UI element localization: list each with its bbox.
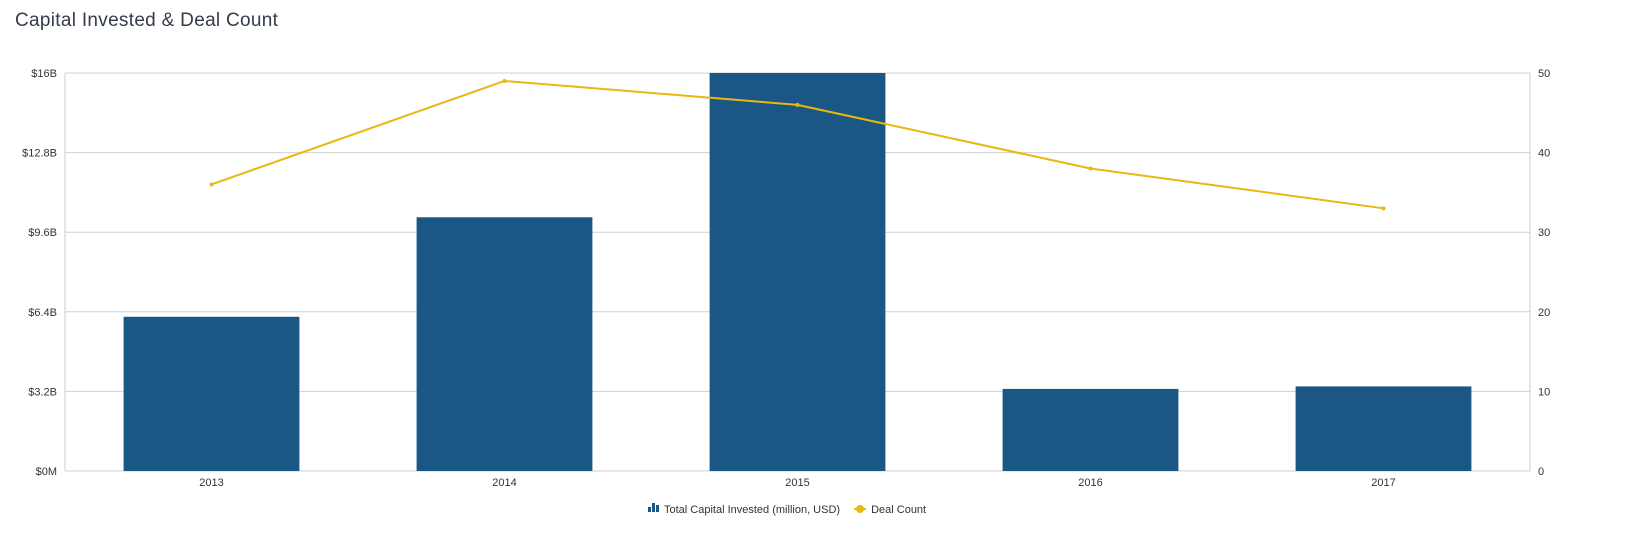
bar-2014[interactable]: [416, 217, 593, 471]
legend-item-capital[interactable]: Total Capital Invested (million, USD): [648, 503, 840, 516]
bar-chart-icon: [648, 503, 659, 512]
line-series: [209, 78, 1386, 211]
y-right-tick-label: 10: [1538, 386, 1550, 398]
y-right-tick-label: 50: [1538, 68, 1550, 80]
axes: $0M $3.2B $6.4B $9.6B $12.8B $16B 0 10 20 30 40 50 2…: [22, 68, 1550, 489]
y-right-tick-label: 40: [1538, 148, 1550, 160]
deal-count-point-2016[interactable]: [1088, 166, 1093, 171]
y-left-tick-label: $16B: [31, 68, 57, 80]
deal-count-point-2014[interactable]: [502, 78, 507, 83]
x-tick-label: 2013: [199, 477, 223, 489]
y-right-tick-label: 20: [1538, 307, 1550, 319]
y-left-tick-label: $9.6B: [28, 227, 57, 239]
bar-2017[interactable]: [1295, 386, 1472, 471]
legend[interactable]: Total Capital Invested (million, USD) Dea…: [648, 503, 926, 516]
bar-2015[interactable]: [709, 73, 886, 471]
y-left-tick-label: $3.2B: [28, 386, 57, 398]
x-tick-label: 2017: [1371, 477, 1395, 489]
line-marker-icon-dot: [856, 505, 865, 513]
bar-2013[interactable]: [123, 316, 300, 471]
deal-count-point-2013[interactable]: [209, 182, 214, 187]
y-left-tick-label: $12.8B: [22, 148, 57, 160]
bar-chart-icon-part: [652, 503, 655, 512]
legend-label-deal-count: Deal Count: [871, 504, 926, 516]
bar-chart-icon-part: [648, 507, 651, 512]
y-right-tick-label: 30: [1538, 227, 1550, 239]
x-tick-label: 2016: [1078, 477, 1102, 489]
x-tick-label: 2014: [492, 477, 516, 489]
x-tick-label: 2015: [785, 477, 809, 489]
legend-item-deal-count[interactable]: Deal Count: [854, 504, 926, 516]
deal-count-point-2015[interactable]: [795, 102, 800, 107]
chart-title: Capital Invested & Deal Count: [15, 10, 279, 31]
y-right-tick-label: 0: [1538, 466, 1544, 478]
line-marker-icon: [854, 505, 867, 513]
bar-series: [123, 73, 1472, 471]
bar-2016[interactable]: [1002, 388, 1179, 471]
y-left-tick-label: $6.4B: [28, 307, 57, 319]
legend-label-capital: Total Capital Invested (million, USD): [664, 504, 840, 516]
deal-count-point-2017[interactable]: [1381, 206, 1386, 211]
y-left-tick-label: $0M: [36, 466, 57, 478]
bar-chart-icon-part: [656, 505, 659, 512]
